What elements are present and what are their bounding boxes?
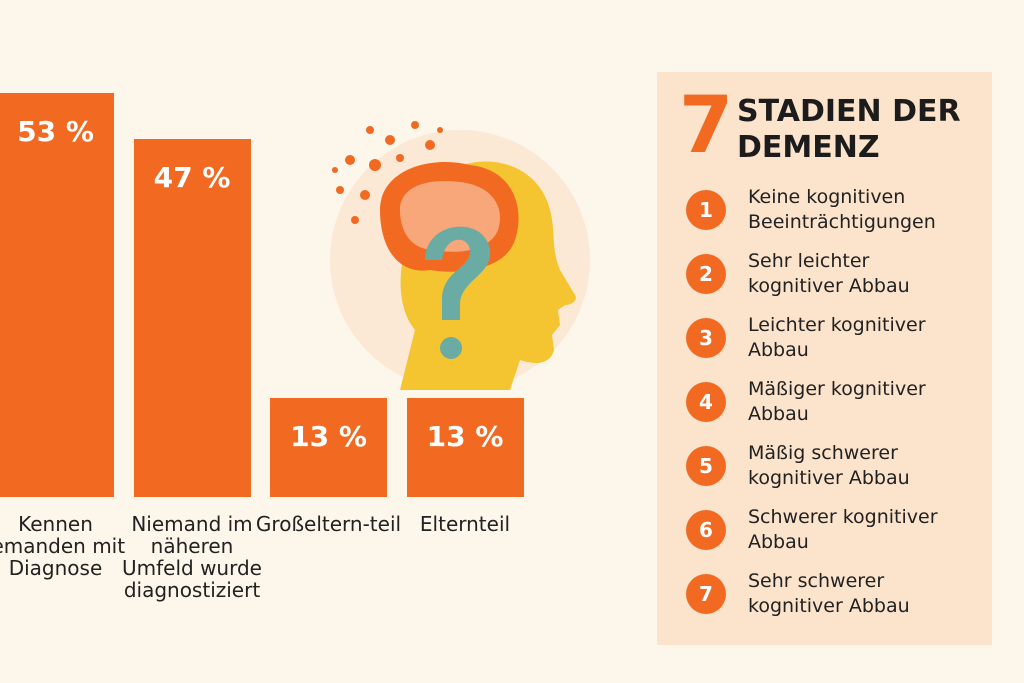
stage-text: Mäßiger kognitiver Abbau — [748, 378, 926, 425]
stage-text: Schwerer kognitiver Abbau — [748, 506, 938, 553]
category-label: Kennen jemanden mit Diagnose — [0, 512, 126, 580]
value-label: 53 % — [17, 115, 94, 148]
head-illustration — [330, 121, 590, 390]
bar — [0, 93, 114, 497]
stage-number: 2 — [686, 254, 726, 294]
stage-number: 3 — [686, 318, 726, 358]
stage-text: Sehr leichter kognitiver Abbau — [748, 250, 910, 297]
stage-number: 6 — [686, 510, 726, 550]
stages-panel: 7 STADIEN DER DEMENZ 1 Keine kognitiven B… — [657, 72, 992, 645]
category-label: Niemand im näheren Umfeld wurde diagnost… — [122, 512, 262, 602]
stage-text: Mäßig schwerer kognitiver Abbau — [748, 442, 910, 489]
stage-number: 4 — [686, 382, 726, 422]
stage-number: 1 — [686, 190, 726, 230]
stage-text: Keine kognitiven Beeinträchtigungen — [748, 186, 936, 233]
value-label: 13 % — [290, 419, 367, 453]
stage-text: Leichter kognitiver Abbau — [748, 314, 926, 361]
value-label: 47 % — [153, 160, 231, 194]
category-label: Elternteil — [419, 512, 511, 536]
bar — [270, 397, 387, 497]
bar — [133, 138, 251, 497]
value-label: 13 % — [426, 419, 504, 453]
stage-number: 5 — [686, 446, 726, 486]
panel-title: STADIEN DER DEMENZ — [737, 94, 961, 165]
stage-text: Sehr schwerer kognitiver Abbau — [748, 570, 910, 617]
category-label: Großeltern-teil — [255, 512, 402, 536]
bar — [406, 397, 524, 497]
stage-number: 7 — [686, 574, 726, 614]
panel-number: 7 — [679, 81, 734, 171]
